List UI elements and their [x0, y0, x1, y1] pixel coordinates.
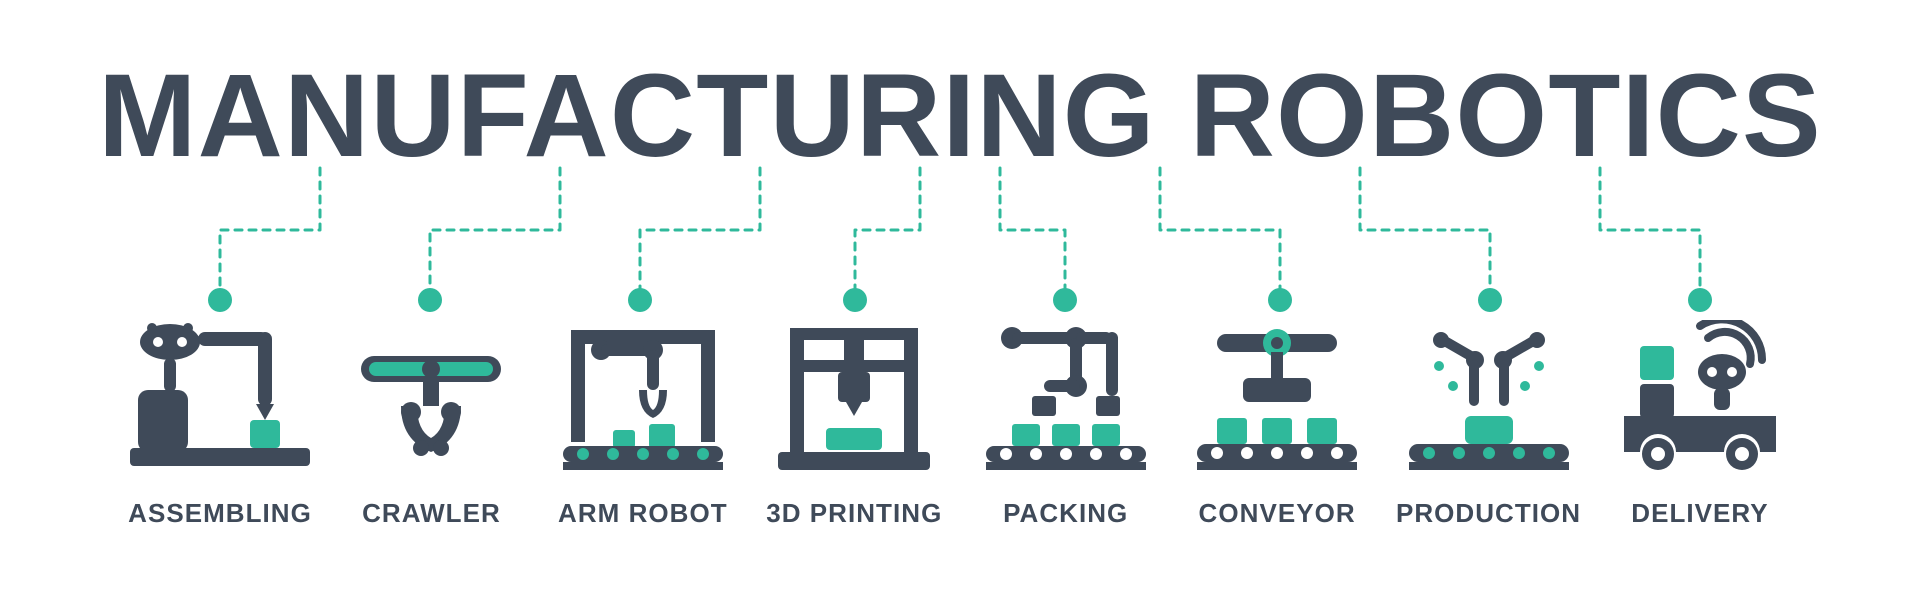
production-icon	[1399, 320, 1579, 480]
item-crawler: CRAWLER	[331, 320, 531, 529]
item-conveyor: CONVEYOR	[1177, 320, 1377, 529]
item-label: PRODUCTION	[1396, 498, 1581, 529]
item-3d-printing: 3D PRINTING	[754, 320, 954, 529]
arm-robot-icon	[553, 320, 733, 480]
item-label: CONVEYOR	[1199, 498, 1356, 529]
item-assembling: ASSEMBLING	[120, 320, 320, 529]
item-delivery: DELIVERY	[1600, 320, 1800, 529]
item-packing: PACKING	[966, 320, 1166, 529]
assembling-icon	[130, 320, 310, 480]
item-label: DELIVERY	[1631, 498, 1768, 529]
item-label: PACKING	[1003, 498, 1128, 529]
item-label: 3D PRINTING	[766, 498, 942, 529]
item-label: ASSEMBLING	[128, 498, 312, 529]
3d-printing-icon	[764, 320, 944, 480]
crawler-icon	[341, 320, 521, 480]
page-title: MANUFACTURING ROBOTICS	[0, 48, 1920, 184]
item-label: ARM ROBOT	[558, 498, 728, 529]
packing-icon	[976, 320, 1156, 480]
conveyor-icon	[1187, 320, 1367, 480]
item-row: ASSEMBLING CRAWLER	[0, 320, 1920, 529]
item-production: PRODUCTION	[1389, 320, 1589, 529]
item-arm-robot: ARM ROBOT	[543, 320, 743, 529]
delivery-icon	[1610, 320, 1790, 480]
item-label: CRAWLER	[362, 498, 501, 529]
